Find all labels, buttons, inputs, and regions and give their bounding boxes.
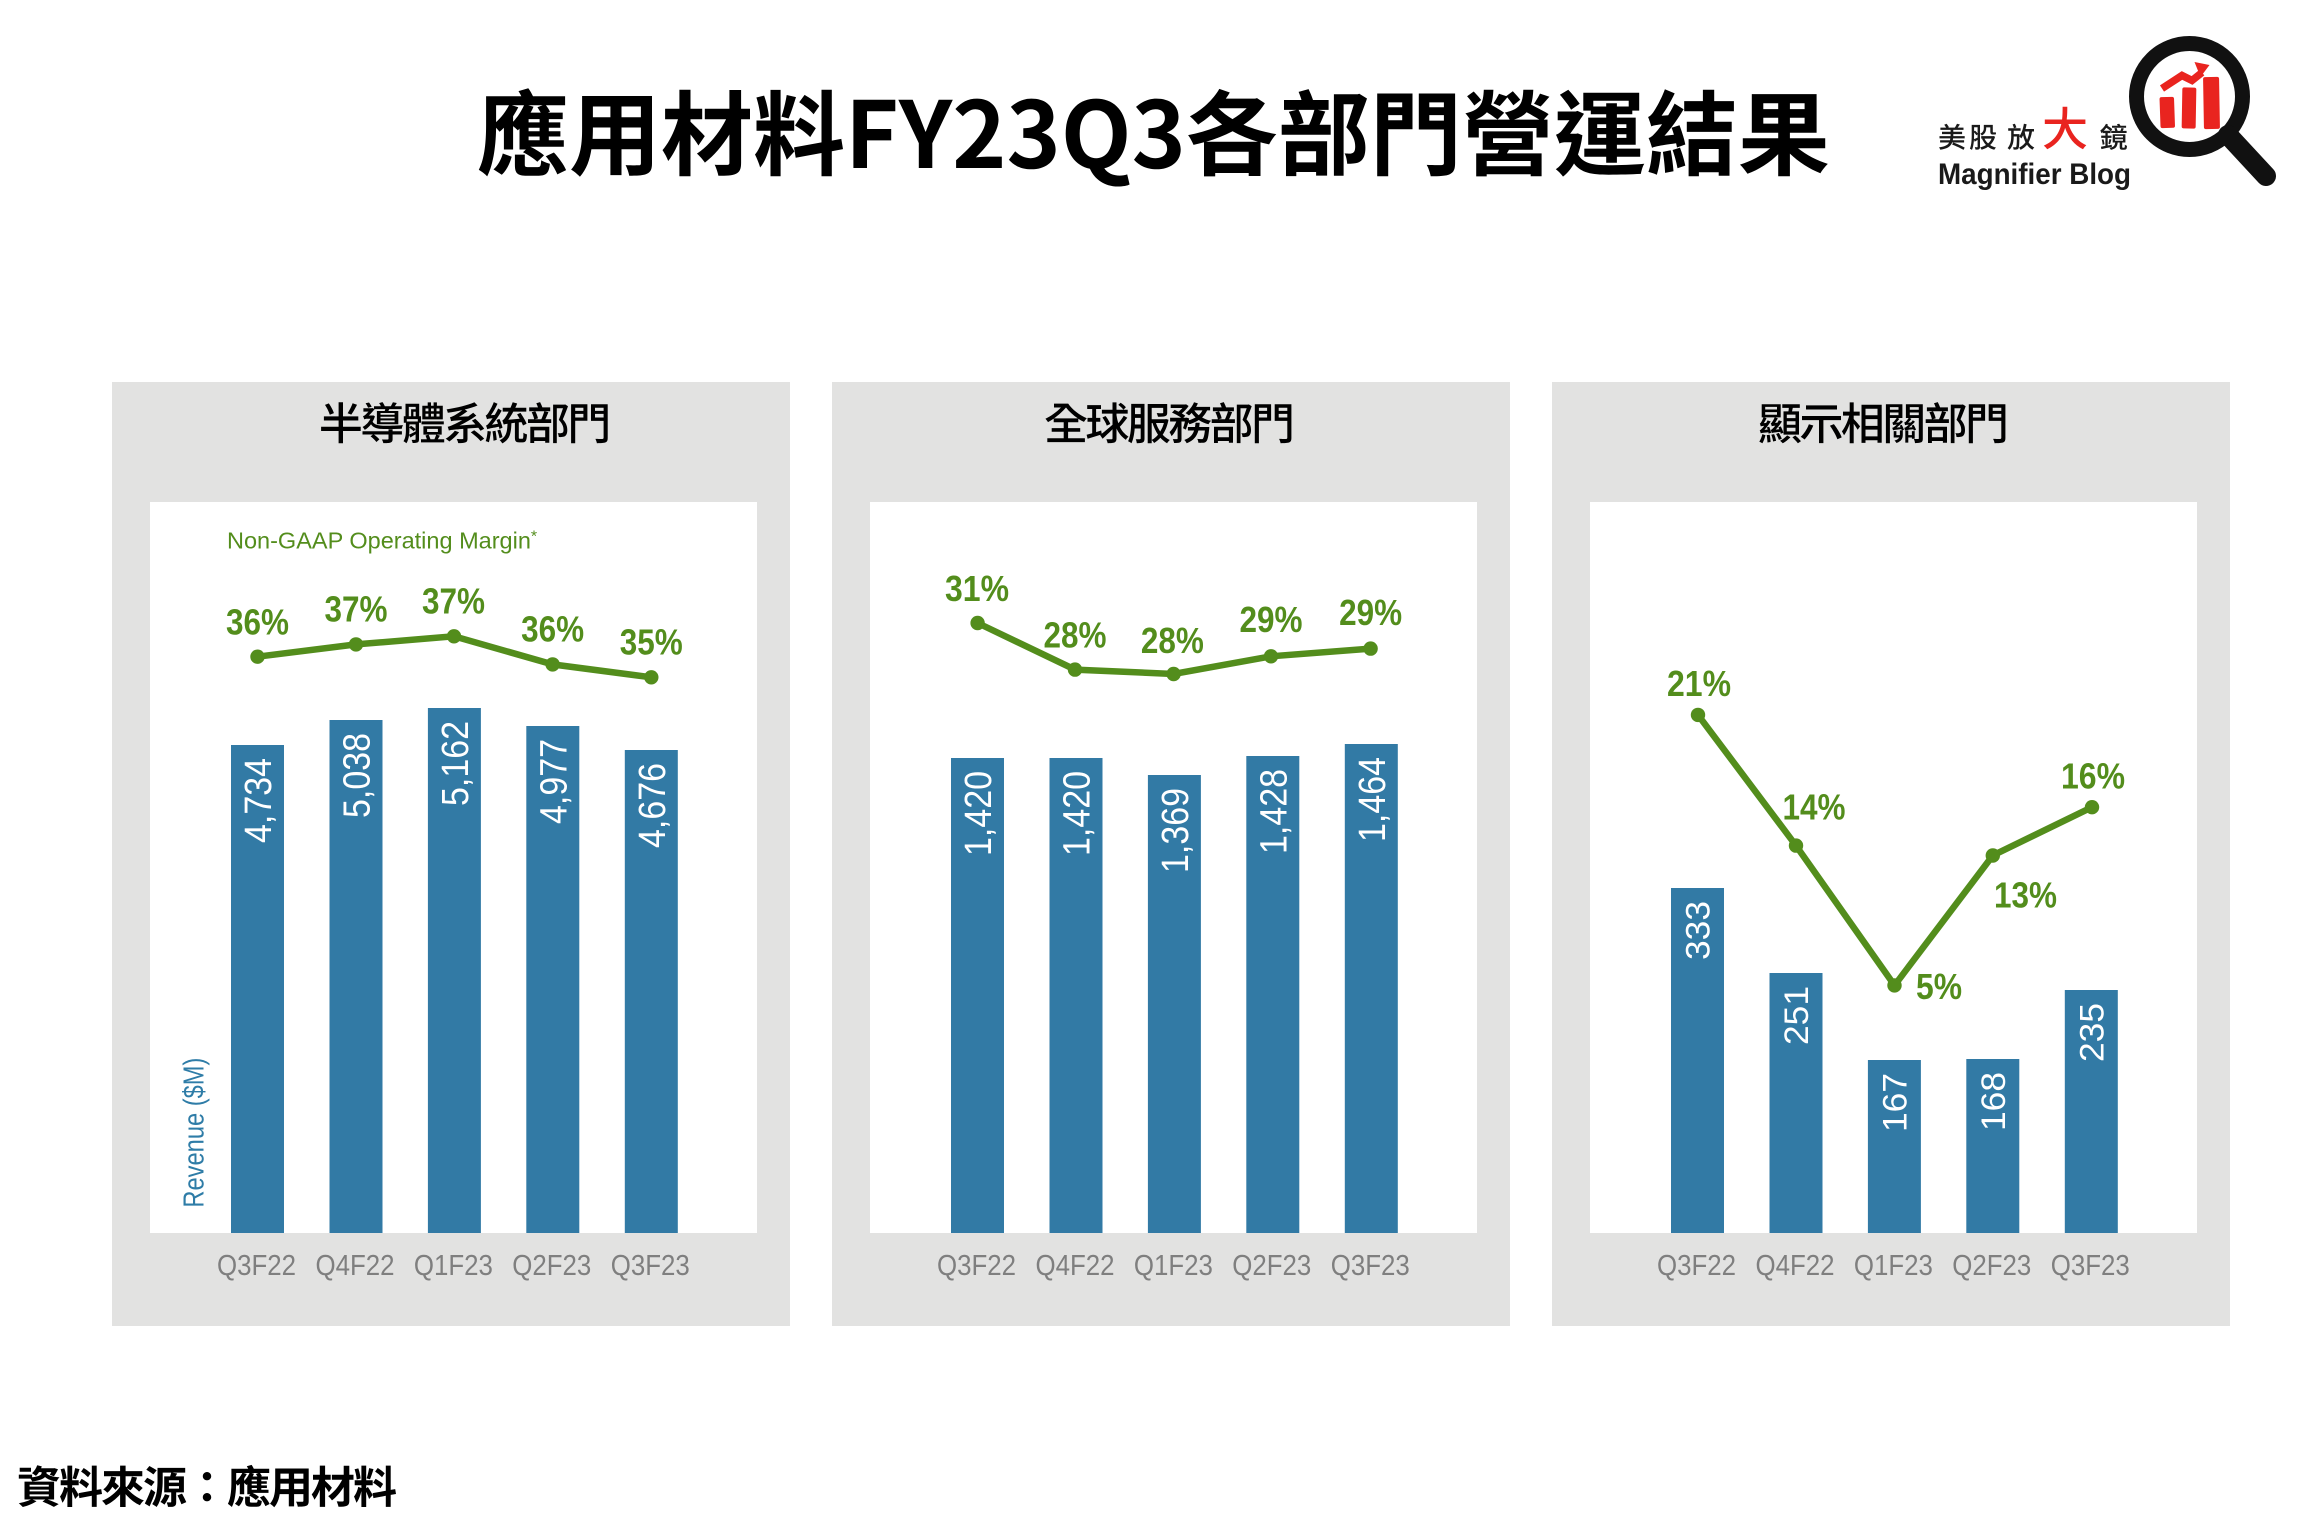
svg-text:Q4F22: Q4F22 bbox=[1756, 1250, 1835, 1282]
svg-text:31%: 31% bbox=[945, 568, 1009, 609]
svg-text:28%: 28% bbox=[1044, 615, 1107, 656]
svg-text:36%: 36% bbox=[521, 609, 584, 650]
svg-text:Q3F22: Q3F22 bbox=[1657, 1250, 1736, 1282]
svg-text:Q2F23: Q2F23 bbox=[512, 1250, 591, 1282]
svg-text:1,420: 1,420 bbox=[958, 771, 1000, 856]
svg-text:36%: 36% bbox=[226, 602, 289, 643]
svg-text:1,369: 1,369 bbox=[1155, 788, 1197, 873]
svg-text:Q4F22: Q4F22 bbox=[1036, 1250, 1115, 1282]
svg-text:Q3F22: Q3F22 bbox=[937, 1250, 1016, 1282]
svg-text:1,420: 1,420 bbox=[1057, 771, 1099, 856]
svg-text:167: 167 bbox=[1877, 1073, 1915, 1132]
svg-text:14%: 14% bbox=[1783, 787, 1846, 828]
svg-text:37%: 37% bbox=[325, 589, 388, 630]
svg-text:Q2F23: Q2F23 bbox=[1952, 1250, 2031, 1282]
svg-text:16%: 16% bbox=[2061, 756, 2125, 797]
svg-text:5,162: 5,162 bbox=[435, 721, 477, 806]
svg-text:235: 235 bbox=[2074, 1003, 2112, 1062]
svg-text:4,734: 4,734 bbox=[238, 758, 280, 843]
svg-text:4,977: 4,977 bbox=[533, 739, 575, 824]
svg-text:Non-GAAP Operating Margin*: Non-GAAP Operating Margin* bbox=[227, 528, 537, 554]
svg-text:Q3F22: Q3F22 bbox=[217, 1250, 296, 1282]
svg-text:28%: 28% bbox=[1141, 620, 1204, 661]
svg-text:35%: 35% bbox=[620, 622, 683, 663]
svg-text:Magnifier Blog: Magnifier Blog bbox=[1938, 158, 2131, 191]
svg-text:21%: 21% bbox=[1667, 663, 1731, 704]
svg-text:Q1F23: Q1F23 bbox=[1854, 1250, 1933, 1282]
svg-text:333: 333 bbox=[1680, 901, 1718, 960]
svg-text:Q3F23: Q3F23 bbox=[1331, 1250, 1410, 1282]
svg-text:Revenue ($M): Revenue ($M) bbox=[179, 1058, 211, 1208]
svg-text:13%: 13% bbox=[1994, 875, 2057, 916]
svg-text:1,464: 1,464 bbox=[1352, 757, 1394, 842]
svg-text:251: 251 bbox=[1778, 986, 1816, 1045]
svg-text:Q1F23: Q1F23 bbox=[1134, 1250, 1213, 1282]
svg-text:Q2F23: Q2F23 bbox=[1232, 1250, 1311, 1282]
svg-text:Q1F23: Q1F23 bbox=[414, 1250, 493, 1282]
svg-text:Q3F23: Q3F23 bbox=[2051, 1250, 2130, 1282]
svg-text:5,038: 5,038 bbox=[337, 733, 379, 818]
svg-text:168: 168 bbox=[1975, 1072, 2013, 1131]
svg-text:29%: 29% bbox=[1240, 599, 1303, 640]
svg-text:37%: 37% bbox=[422, 581, 485, 622]
svg-text:29%: 29% bbox=[1339, 592, 1402, 633]
svg-text:Q4F22: Q4F22 bbox=[316, 1250, 395, 1282]
svg-text:1,428: 1,428 bbox=[1253, 769, 1295, 854]
svg-text:5%: 5% bbox=[1916, 966, 1962, 1007]
svg-text:4,676: 4,676 bbox=[632, 763, 674, 848]
svg-text:Q3F23: Q3F23 bbox=[611, 1250, 690, 1282]
